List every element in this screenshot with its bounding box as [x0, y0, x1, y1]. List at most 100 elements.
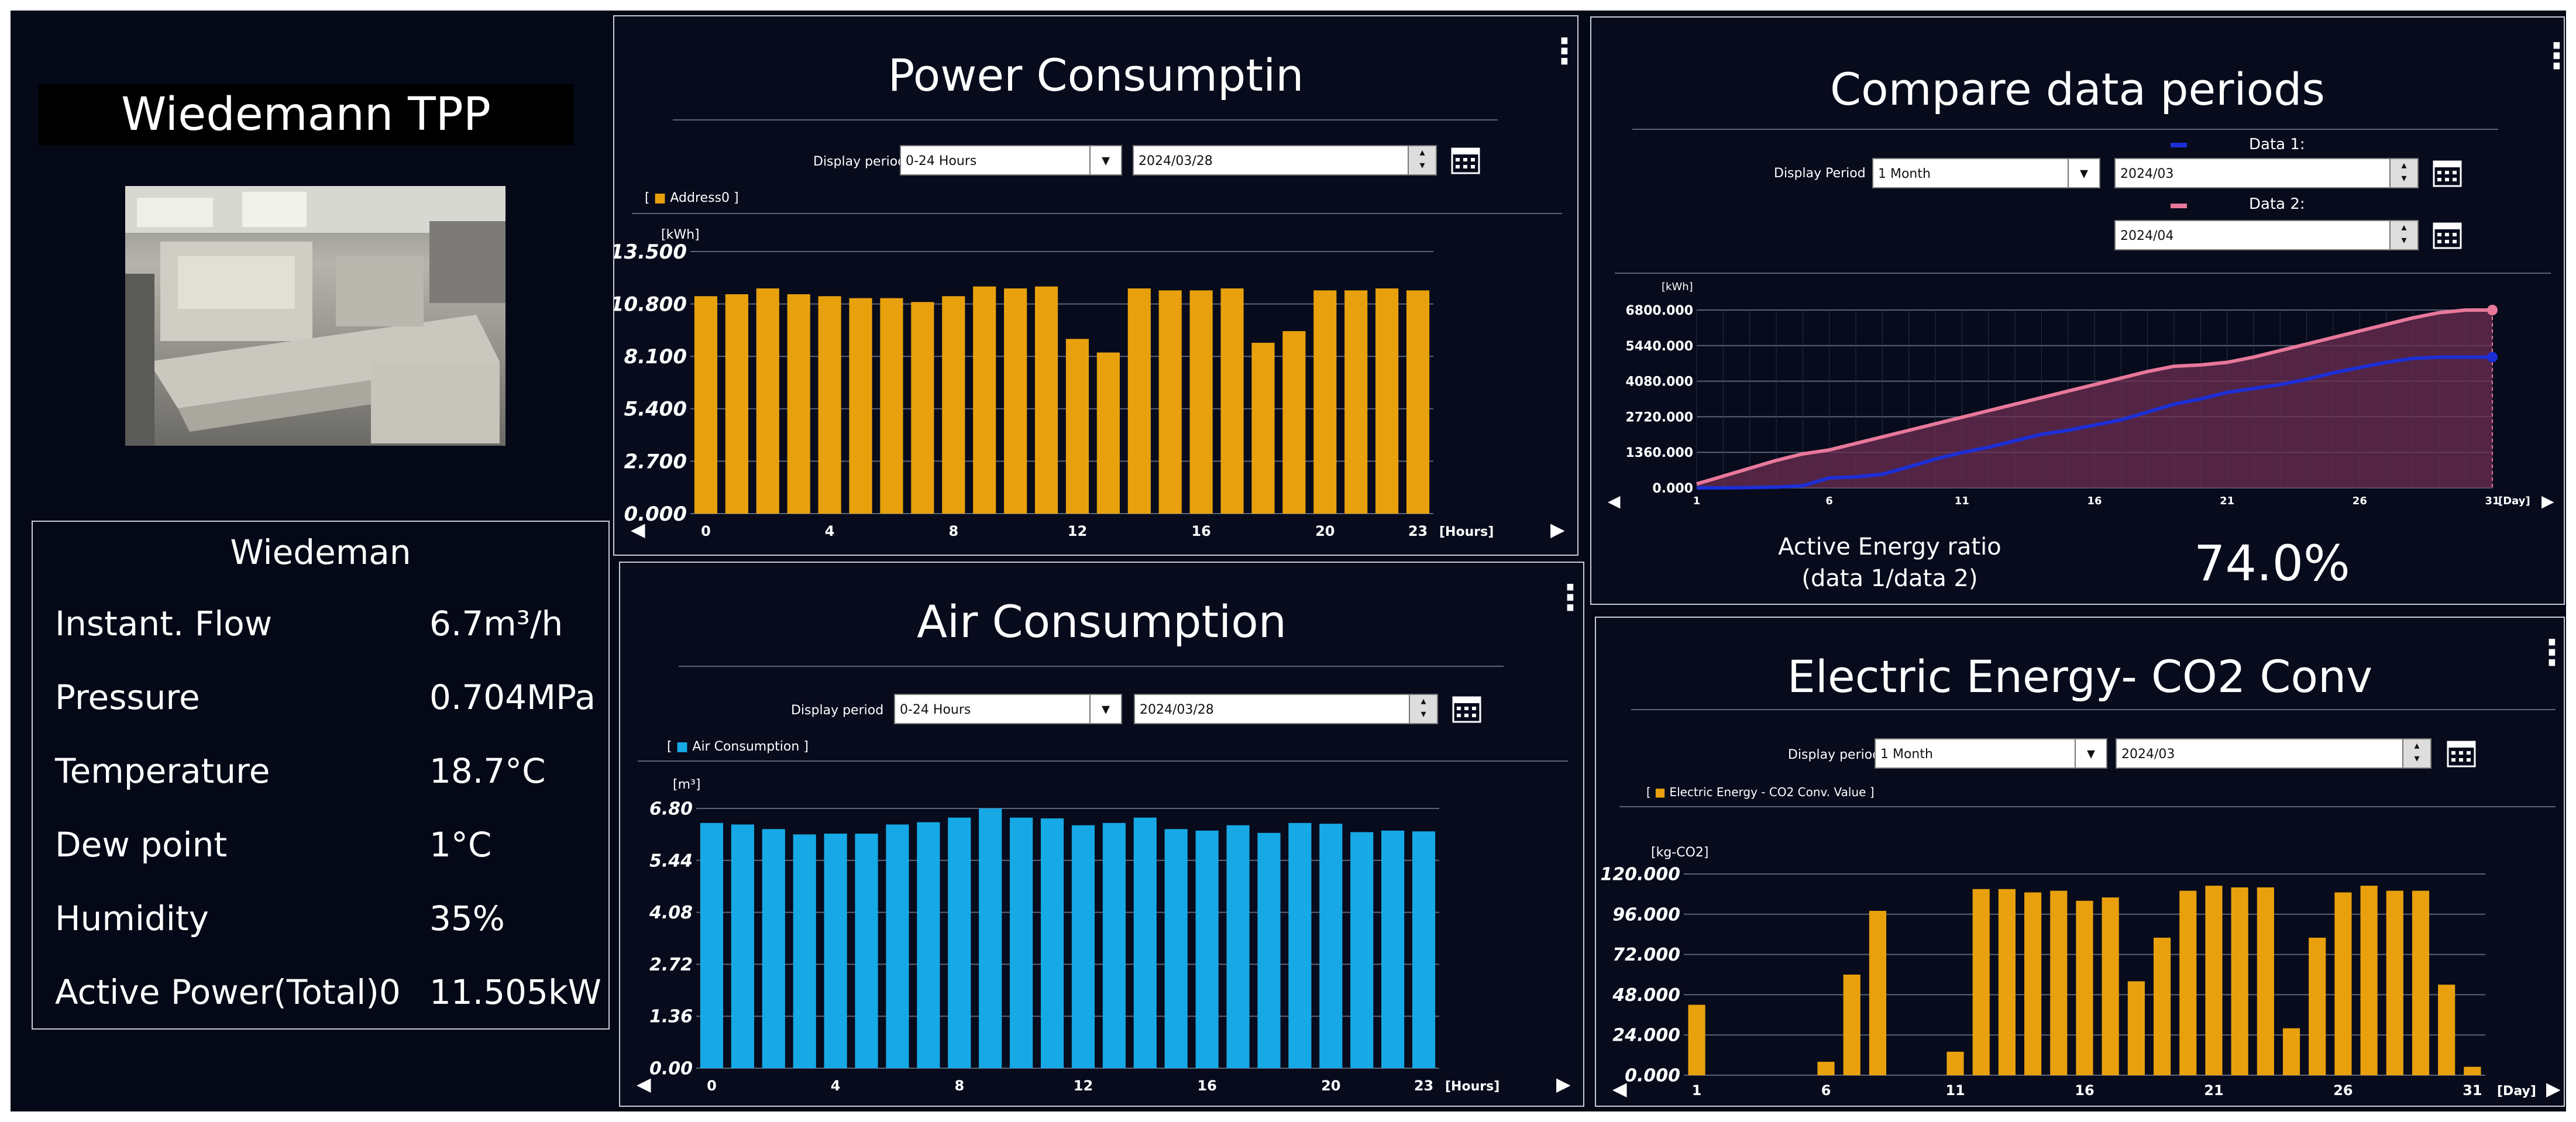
right-arrow-icon: ▶ [2546, 1078, 2561, 1100]
y-tick-label: 2.700 [624, 450, 687, 473]
data2-swatch [2171, 204, 2187, 208]
y-unit-label: [kg-CO2] [1651, 845, 1708, 860]
calendar-icon[interactable] [1451, 693, 1483, 724]
chevron-down-icon[interactable]: ▾ [1089, 146, 1121, 174]
co2-date-input[interactable]: 2024/03 ▴ ▾ [2116, 738, 2431, 769]
spinner-icon[interactable]: ▴ ▾ [2389, 221, 2417, 249]
data2-area [1697, 310, 2492, 488]
x-tick-label: 11 [1945, 1082, 1965, 1099]
bar [2179, 890, 2197, 1075]
power-period-select[interactable]: 0-24 Hours ▾ [900, 145, 1122, 175]
bar [979, 808, 1002, 1068]
bar [756, 288, 779, 514]
series-line-2 [1696, 308, 2492, 486]
y-tick-label: 0.00 [649, 1059, 693, 1079]
bar [1843, 975, 1860, 1075]
bar [2205, 886, 2223, 1075]
bar [1406, 290, 1430, 514]
info-label: Active Power(Total)0 [55, 972, 401, 1012]
bar [973, 286, 996, 514]
spinner-icon[interactable]: ▴ ▾ [2402, 739, 2430, 767]
bar [1065, 339, 1089, 514]
data2-label: Data 2: [2249, 195, 2305, 213]
power-menu-icon[interactable]: ⋮ [1547, 31, 1582, 72]
y-unit-label: [m³] [673, 777, 700, 792]
compare-chart: 0.000 1360.000 2720.000 4080.000 5440.000 680… [1608, 281, 2554, 511]
bar [762, 829, 785, 1068]
spinner-icon[interactable]: ▴ ▾ [1408, 146, 1436, 174]
air-menu-icon[interactable]: ⋮ [1553, 577, 1588, 618]
bar [1412, 831, 1436, 1068]
bar [2438, 985, 2455, 1075]
compare-period-select[interactable]: 1 Month ▾ [1872, 158, 2100, 188]
x-tick-label: 12 [1074, 1078, 1093, 1094]
compare-title: Compare data periods [1830, 63, 2325, 115]
y-tick-label: 120.000 [1600, 865, 1680, 885]
chevron-down-icon[interactable]: ▾ [2068, 159, 2099, 187]
info-label: Pressure [55, 677, 200, 717]
info-box-heading: Wiedeman [230, 532, 411, 572]
air-period-select[interactable]: 0-24 Hours ▾ [894, 694, 1122, 724]
bar [2282, 1028, 2300, 1075]
bar [2050, 890, 2068, 1075]
info-label: Temperature [55, 751, 270, 791]
spinner-icon[interactable]: ▴ ▾ [2389, 159, 2417, 187]
air-date-input[interactable]: 2024/03/28 ▴ ▾ [1134, 694, 1438, 724]
bar [694, 296, 718, 514]
power-date-value: 2024/03/28 [1139, 154, 1213, 168]
bar [787, 294, 810, 514]
x-tick-label: 0 [701, 523, 711, 539]
bar [1226, 825, 1250, 1068]
x-tick-label: 0 [707, 1078, 717, 1094]
bar [1004, 288, 1027, 514]
x-tick-label: 1 [1692, 1082, 1702, 1099]
x-axis-label: [Hours] [1439, 525, 1494, 539]
calendar-icon[interactable] [2431, 219, 2463, 250]
air-legend-close: ] [803, 739, 809, 754]
spinner-icon[interactable]: ▴ ▾ [1409, 695, 1437, 723]
x-tick-label: 21 [2220, 495, 2234, 507]
data1-date-input[interactable]: 2024/03 ▴ ▾ [2114, 158, 2419, 188]
co2-legend-swatch: ■ [1655, 785, 1666, 799]
x-tick-label: 23 [1414, 1078, 1433, 1094]
bar [1195, 830, 1219, 1068]
chevron-down-icon[interactable]: ▾ [1089, 695, 1121, 723]
bar [818, 296, 841, 514]
bar [700, 822, 724, 1068]
y-tick-label: 10.800 [614, 293, 687, 316]
power-legend-close: ] [734, 191, 739, 205]
bar [1972, 889, 1990, 1075]
machine-photo-illustration [125, 186, 505, 446]
x-tick-label: 21 [2204, 1082, 2223, 1099]
ratio-label-line1: Active Energy ratio [1778, 534, 2001, 560]
chevron-down-icon[interactable]: ▾ [2075, 739, 2106, 767]
power-date-input[interactable]: 2024/03/28 ▴ ▾ [1133, 145, 1437, 175]
info-value: 6.7m³/h [429, 604, 563, 643]
bar [1375, 288, 1399, 514]
info-value: 1°C [429, 825, 492, 865]
compare-menu-icon[interactable]: ⋮ [2539, 36, 2566, 77]
co2-menu-icon[interactable]: ⋮ [2534, 632, 2566, 673]
x-tick-label: 26 [2333, 1082, 2353, 1099]
compare-period-value: 1 Month [1878, 167, 1931, 181]
calendar-icon[interactable] [1450, 144, 1481, 175]
bar [2076, 900, 2093, 1075]
info-row-humidity: Humidity 35% [55, 899, 640, 938]
info-box: Wiedeman Instant. Flow 6.7m³/h Pressure 0.… [32, 521, 610, 1030]
co2-period-select[interactable]: 1 Month ▾ [1875, 738, 2107, 769]
y-tick-label: 5.400 [624, 398, 687, 421]
co2-panel: Electric Energy- CO2 Conv ⋮ Display peri… [1595, 617, 2566, 1107]
y-tick-label: 1.36 [649, 1007, 693, 1027]
bar [1127, 288, 1151, 514]
calendar-icon[interactable] [2446, 737, 2477, 769]
power-title-rule [673, 119, 1498, 121]
ratio-value: 74.0% [2194, 535, 2350, 592]
y-tick-label: 4080.000 [1625, 375, 1693, 390]
calendar-icon[interactable] [2431, 157, 2463, 188]
x-tick-label: 1 [1693, 495, 1701, 507]
air-title-rule [679, 666, 1504, 667]
bar [942, 296, 965, 514]
bar [1869, 911, 1887, 1075]
bar [1220, 288, 1244, 514]
data2-date-input[interactable]: 2024/04 ▴ ▾ [2114, 220, 2419, 250]
